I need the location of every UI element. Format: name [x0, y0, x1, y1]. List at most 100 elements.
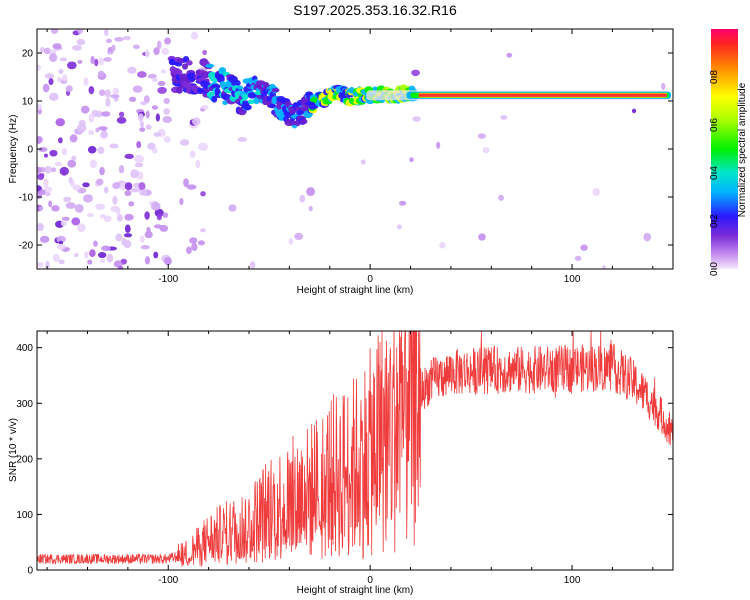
top-xtick-label: -100 — [158, 274, 178, 285]
heatmap-noise-blob — [118, 111, 125, 118]
heatmap-noise-blob — [37, 64, 42, 71]
heatmap-noise-blob — [150, 201, 161, 211]
heatmap-noise-blob — [123, 233, 133, 238]
heatmap-noise-blob — [103, 57, 112, 62]
heatmap-noise-blob — [95, 203, 106, 211]
heatmap-noise-blob — [643, 232, 652, 242]
heatmap-noise-blob — [195, 159, 201, 169]
heatmap-noise-blob — [124, 153, 134, 159]
heatmap-noise-blob — [574, 255, 582, 261]
heatmap-noise-blob — [98, 89, 106, 96]
colorbar-ticks: 0.0 0.2 0.4 0.6 0.8 — [709, 70, 720, 276]
heatmap-noise-blob — [78, 119, 86, 126]
heatmap-noise-blob — [99, 166, 105, 176]
heatmap-noise-blob — [601, 265, 607, 269]
heatmap-noise-blob — [198, 142, 209, 151]
heatmap-noise-blob — [49, 92, 59, 101]
heatmap-noise-blob — [139, 189, 148, 196]
heatmap-noise-blob — [140, 101, 148, 106]
top-ytick-label: 10 — [22, 97, 34, 108]
heatmap-noise-blob — [155, 113, 161, 122]
colorbar-tick-label: 0.2 — [709, 214, 720, 228]
heatmap-noise-blob — [70, 179, 75, 188]
heatmap-noise-blob — [192, 117, 201, 126]
heatmap-noise-blob — [69, 134, 78, 143]
heatmap-noise-blob — [77, 29, 83, 35]
heatmap-noise-blob — [498, 194, 504, 201]
heatmap-noise-blob — [95, 110, 103, 118]
heatmap-noise-blob — [130, 187, 141, 193]
bottom-frame — [36, 330, 674, 571]
heatmap-noise-blob — [61, 216, 70, 222]
heatmap-noise-blob — [72, 184, 81, 191]
heatmap-noise-blob — [60, 220, 67, 227]
heatmap-noise-blob — [61, 147, 68, 156]
heatmap-noise-blob — [157, 80, 166, 87]
heatmap-noise-blob — [56, 235, 66, 243]
top-xtick-label: 100 — [564, 274, 581, 285]
heatmap-signal-blob — [222, 100, 228, 106]
top-ytick-label: -20 — [19, 241, 34, 252]
heatmap-noise-blob — [299, 194, 306, 203]
heatmap-noise-blob — [127, 66, 137, 74]
heatmap-noise-blob — [38, 189, 46, 196]
heatmap-noise-blob — [124, 213, 134, 221]
heatmap-noise-blob — [83, 77, 89, 86]
heatmap-noise-blob — [95, 127, 100, 133]
heatmap-noise-blob — [147, 142, 156, 150]
heatmap-noise-blob — [409, 157, 414, 163]
heatmap-noise-blob — [202, 49, 207, 56]
heatmap-noise-blob — [54, 161, 62, 167]
heatmap-noise-blob — [161, 47, 170, 56]
heatmap-noise-blob — [118, 165, 125, 174]
heatmap-noise-blob — [153, 47, 160, 56]
heatmap-noise-blob — [189, 150, 196, 158]
heatmap-noise-blob — [65, 202, 76, 209]
heatmap-noise-blob — [104, 29, 109, 37]
heatmap-noise-blob — [67, 159, 77, 168]
heatmap-noise-blob — [156, 213, 162, 221]
heatmap-noise-blob — [43, 178, 49, 188]
heatmap-noise-blob — [145, 49, 150, 58]
heatmap-noise-blob — [71, 155, 77, 161]
heatmap-signal-blob — [299, 118, 308, 125]
heatmap-signal-blob — [231, 79, 241, 87]
heatmap-noise-blob — [128, 96, 137, 103]
heatmap-noise-blob — [110, 94, 120, 99]
heatmap-signal-blob — [268, 103, 277, 109]
colorbar-label: Normalized spectral amplitude — [737, 82, 748, 217]
heatmap-signal-blob — [271, 88, 280, 93]
heatmap-noise-blob — [183, 178, 189, 188]
snr-series-line — [37, 331, 673, 567]
heatmap-noise-blob — [139, 120, 144, 128]
heatmap-noise-blob — [93, 240, 98, 247]
heatmap-noise-blob — [144, 256, 151, 265]
heatmap-noise-blob — [77, 59, 83, 64]
heatmap-noise-blob — [98, 57, 105, 66]
heatmap-noise-blob — [162, 116, 173, 123]
heatmap-noise-blob — [249, 261, 256, 269]
heatmap-noise-blob — [116, 214, 123, 222]
heatmap-noise-blob — [86, 212, 94, 218]
heatmap-noise-blob — [163, 108, 171, 115]
heatmap-noise-blob — [115, 233, 123, 242]
heatmap-noise-blob — [67, 61, 77, 70]
heatmap-noise-blob — [306, 187, 316, 197]
heatmap-noise-blob — [228, 204, 237, 212]
colorbar-tick-label: 0.4 — [709, 166, 720, 180]
heatmap-noise-blob — [200, 228, 206, 233]
heatmap-noise-blob — [56, 76, 62, 83]
heatmap-noise-blob — [153, 132, 162, 137]
bottom-x-axis-label: Height of straight line (km) — [297, 585, 414, 596]
heatmap-noise-blob — [186, 246, 192, 255]
heatmap-noise-blob — [411, 69, 420, 77]
bottom-y-axis-label: SNR (10 * v/v) — [8, 418, 19, 482]
heatmap-noise-blob — [97, 146, 105, 155]
heatmap-noise-blob — [96, 178, 104, 186]
heatmap-noise-blob — [660, 82, 666, 90]
heatmap-noise-blob — [124, 190, 132, 197]
heatmap-noise-blob — [84, 251, 89, 259]
heatmap-noise-blob — [65, 85, 73, 93]
heatmap-noise-blob — [128, 201, 135, 207]
heatmap-noise-blob — [143, 95, 150, 104]
